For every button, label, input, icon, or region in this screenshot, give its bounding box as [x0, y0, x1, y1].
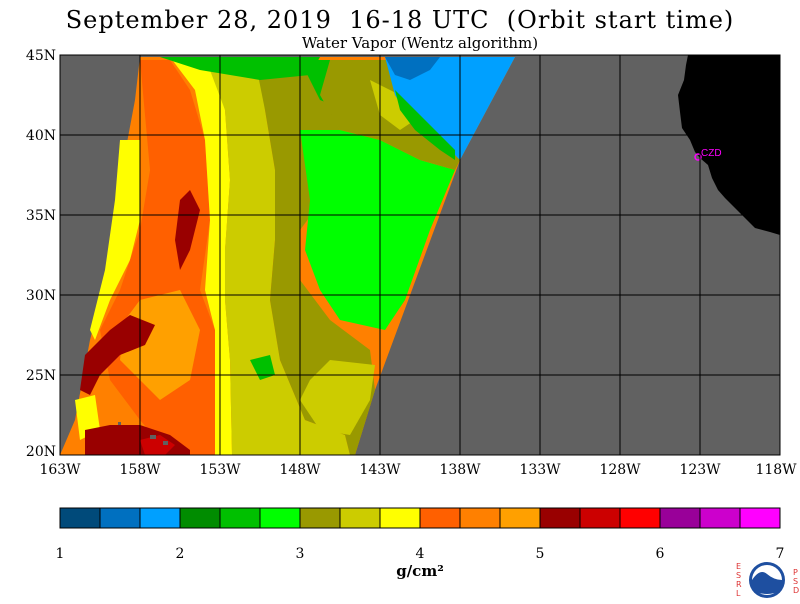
colorbar-tick-label: 1 [56, 546, 65, 562]
colorbar-segment [179, 507, 221, 529]
colorbar-segment [219, 507, 261, 529]
lat-label: 40N [26, 128, 56, 144]
colorbar-segment [499, 507, 541, 529]
colorbar-tick-label: 5 [536, 546, 545, 562]
colorbar-tick-label: 7 [776, 546, 785, 562]
noaa-logo: E S R L P S D [736, 560, 800, 600]
lon-label: 163W [39, 462, 81, 478]
colorbar-segment [99, 507, 141, 529]
colorbar-segment [459, 507, 501, 529]
noaa-emblem-icon [749, 562, 785, 598]
map-title: September 28, 2019 16-18 UTC (Orbit star… [65, 6, 735, 34]
lat-label: 45N [26, 48, 56, 64]
lat-label: 35N [26, 208, 56, 224]
land-mass [678, 55, 780, 235]
logo-letter: E [736, 562, 742, 571]
colorbar [59, 507, 781, 529]
map-subtitle: Water Vapor (Wentz algorithm) [301, 34, 539, 52]
lon-label: 118W [755, 462, 797, 478]
colorbar-segment [619, 507, 661, 529]
colorbar-tick-label: 2 [176, 546, 185, 562]
lon-label: 158W [119, 462, 161, 478]
colorbar-segment [259, 507, 301, 529]
map-frame [59, 54, 781, 456]
colorbar-segment [59, 507, 101, 529]
colorbar-segment [699, 507, 741, 529]
lon-label: 128W [599, 462, 641, 478]
colorbar-tick-label: 3 [296, 546, 305, 562]
colorbar-segment [739, 507, 781, 529]
lon-label: 153W [199, 462, 241, 478]
lon-label: 123W [679, 462, 721, 478]
colorbar-segment [139, 507, 181, 529]
lon-labels: 163W 158W 153W 148W 143W 138W 133W 128W … [39, 462, 797, 478]
logo-letter: R [736, 580, 742, 589]
lon-label: 143W [359, 462, 401, 478]
station-label: CZD [701, 148, 722, 159]
lon-label: 133W [519, 462, 561, 478]
colorbar-segment [539, 507, 581, 529]
colorbar-tick-label: 6 [656, 546, 665, 562]
colorbar-segment [419, 507, 461, 529]
colorbar-segment [659, 507, 701, 529]
lat-labels: 45N 40N 35N 30N 25N 20N [26, 48, 56, 460]
swath-data [60, 57, 515, 455]
logo-letter: S [736, 571, 742, 580]
colorbar-segment [579, 507, 621, 529]
logo-letter: P [793, 568, 798, 577]
station-marker [694, 153, 702, 161]
colorbar-segment [379, 507, 421, 529]
lon-label: 138W [439, 462, 481, 478]
colorbar-units: g/cm² [396, 562, 444, 580]
logo-letter: S [793, 577, 799, 586]
logo-letter: D [793, 586, 800, 595]
colorbar-tick-label: 4 [416, 546, 425, 562]
lat-label: 25N [26, 368, 56, 384]
colorbar-tick-labels: 1 2 3 4 5 6 7 [56, 546, 785, 562]
logo-letter: L [736, 589, 741, 598]
lat-label: 20N [26, 444, 56, 460]
lon-label: 148W [279, 462, 321, 478]
colorbar-segment [299, 507, 341, 529]
lat-lon-grid [60, 55, 780, 455]
colorbar-segment [339, 507, 381, 529]
lat-label: 30N [26, 288, 56, 304]
